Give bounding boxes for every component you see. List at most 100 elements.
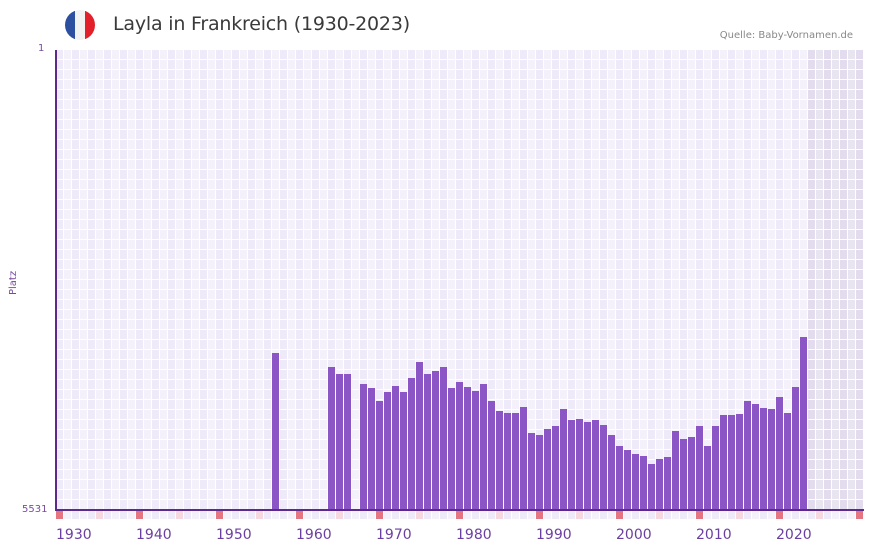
year-tick (664, 511, 671, 519)
year-tick (688, 511, 695, 519)
year-tick (848, 511, 855, 519)
bar-1957[interactable] (272, 353, 279, 510)
year-tick (704, 511, 711, 519)
bar-1992[interactable] (552, 426, 559, 510)
bar-1964[interactable] (328, 367, 335, 510)
year-tick (256, 511, 263, 519)
grid-column (456, 50, 464, 510)
bar-1978[interactable] (440, 367, 447, 510)
bar-1980[interactable] (456, 381, 463, 510)
bar-1988[interactable] (520, 407, 527, 510)
bar-2006[interactable] (664, 457, 671, 510)
bar-1984[interactable] (488, 401, 495, 510)
bar-2005[interactable] (656, 459, 663, 510)
bar-1972[interactable] (392, 385, 399, 510)
grid-column (144, 50, 152, 510)
bar-1979[interactable] (448, 387, 455, 510)
bar-1996[interactable] (584, 422, 591, 510)
bar-1997[interactable] (592, 420, 599, 510)
year-tick (328, 511, 335, 519)
bar-1968[interactable] (360, 383, 367, 510)
plot-area (56, 50, 864, 510)
bar-1965[interactable] (336, 374, 343, 510)
bar-1977[interactable] (432, 371, 439, 510)
bar-2018[interactable] (760, 408, 767, 510)
bar-2021[interactable] (784, 413, 791, 510)
grid-column (600, 50, 608, 510)
bar-1975[interactable] (416, 362, 423, 510)
grid-column (256, 50, 264, 510)
grid-column (552, 50, 560, 510)
bar-2014[interactable] (728, 415, 735, 510)
bar-1976[interactable] (424, 374, 431, 510)
grid-column (320, 50, 328, 510)
bar-2016[interactable] (744, 401, 751, 510)
bar-1989[interactable] (528, 432, 535, 510)
year-tick (272, 511, 279, 519)
bar-1981[interactable] (464, 386, 471, 510)
bar-2004[interactable] (648, 464, 655, 510)
bar-1998[interactable] (600, 425, 607, 510)
year-tick (712, 511, 719, 519)
bar-2007[interactable] (672, 430, 679, 510)
bar-2003[interactable] (640, 456, 647, 510)
bar-1995[interactable] (576, 419, 583, 510)
bar-2020[interactable] (776, 397, 783, 510)
year-tick (520, 511, 527, 519)
bar-2019[interactable] (768, 409, 775, 510)
year-tick (400, 511, 407, 519)
bar-2017[interactable] (752, 404, 759, 510)
bar-2013[interactable] (720, 415, 727, 510)
bar-1986[interactable] (504, 413, 511, 510)
source-link[interactable]: Quelle: Baby-Vornamen.de (719, 30, 853, 41)
grid-column (160, 50, 168, 510)
year-tick (856, 511, 863, 519)
bar-2002[interactable] (632, 454, 639, 510)
grid-column (296, 50, 304, 510)
france-flag-icon (65, 10, 95, 40)
grid-column (432, 50, 440, 510)
year-tick (808, 511, 815, 519)
bar-1987[interactable] (512, 413, 519, 510)
bar-2000[interactable] (616, 446, 623, 510)
bar-1983[interactable] (480, 383, 487, 510)
bar-1971[interactable] (384, 392, 391, 510)
grid-column (832, 50, 840, 510)
bar-2011[interactable] (704, 446, 711, 510)
grid-column (392, 50, 400, 510)
bar-2012[interactable] (712, 426, 719, 510)
year-tick (280, 511, 287, 519)
bar-1994[interactable] (568, 420, 575, 510)
bar-2001[interactable] (624, 450, 631, 510)
year-tick (152, 511, 159, 519)
bar-2010[interactable] (696, 426, 703, 510)
grid-column (536, 50, 544, 510)
bar-1973[interactable] (400, 392, 407, 510)
year-tick (792, 511, 799, 519)
grid-column (104, 50, 112, 510)
bar-2023[interactable] (800, 336, 807, 510)
bar-1966[interactable] (344, 374, 351, 510)
year-tick (72, 511, 79, 519)
bar-1969[interactable] (368, 387, 375, 510)
bar-1985[interactable] (496, 411, 503, 510)
bar-1991[interactable] (544, 428, 551, 510)
grid-column (88, 50, 96, 510)
year-tick (304, 511, 311, 519)
bar-1993[interactable] (560, 409, 567, 510)
bar-2015[interactable] (736, 414, 743, 510)
bar-1970[interactable] (376, 401, 383, 510)
bar-1974[interactable] (408, 378, 415, 510)
bar-2008[interactable] (680, 438, 687, 510)
grid-column (112, 50, 120, 510)
bar-1990[interactable] (536, 434, 543, 510)
bar-1999[interactable] (608, 434, 615, 510)
grid-column (208, 50, 216, 510)
grid-column (232, 50, 240, 510)
grid-column (608, 50, 616, 510)
y-axis-line (55, 50, 57, 511)
grid-column (800, 50, 808, 510)
bar-2009[interactable] (688, 436, 695, 510)
bar-1982[interactable] (472, 390, 479, 510)
bar-2022[interactable] (792, 386, 799, 510)
